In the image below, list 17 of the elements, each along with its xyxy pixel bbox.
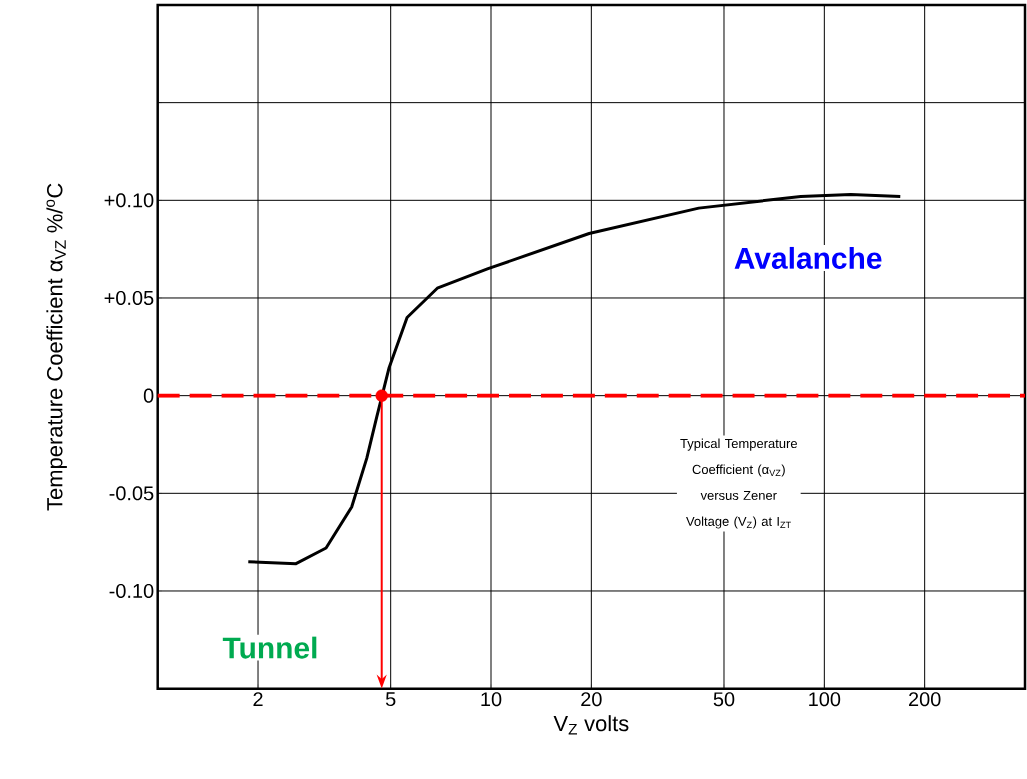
y-tick-label: -0.10 — [109, 583, 154, 598]
y-axis-title: Temperature Coefficient α$_{VZ}$ %/$^{o}$C — [46, 183, 67, 511]
x-tick-label: 5 — [385, 691, 396, 706]
y-tick-label: +0.05 — [104, 290, 154, 305]
x-tick-label: 50 — [713, 691, 735, 707]
annotation: Tunnel — [222, 636, 317, 659]
y-tick-label: +0.10 — [104, 193, 154, 208]
y-tick-label: 0 — [143, 388, 154, 403]
x-tick-label: 200 — [909, 691, 941, 707]
x-tick-label: 2 — [253, 691, 263, 706]
x-tick-label: 10 — [481, 691, 502, 707]
x-tick-label: 100 — [809, 691, 841, 707]
y-tick-label: -0.05 — [109, 486, 154, 501]
annotation: Avalanche — [734, 246, 882, 269]
x-axis-title: V$_{Z}$ volts — [553, 714, 629, 735]
x-tick-label: 20 — [581, 691, 602, 707]
text: Typical Temperature Coefficient (α$_{VZ}$) versus Zener Voltage (V$_{Z}$) at I$_{ZT}$ — [680, 438, 797, 529]
